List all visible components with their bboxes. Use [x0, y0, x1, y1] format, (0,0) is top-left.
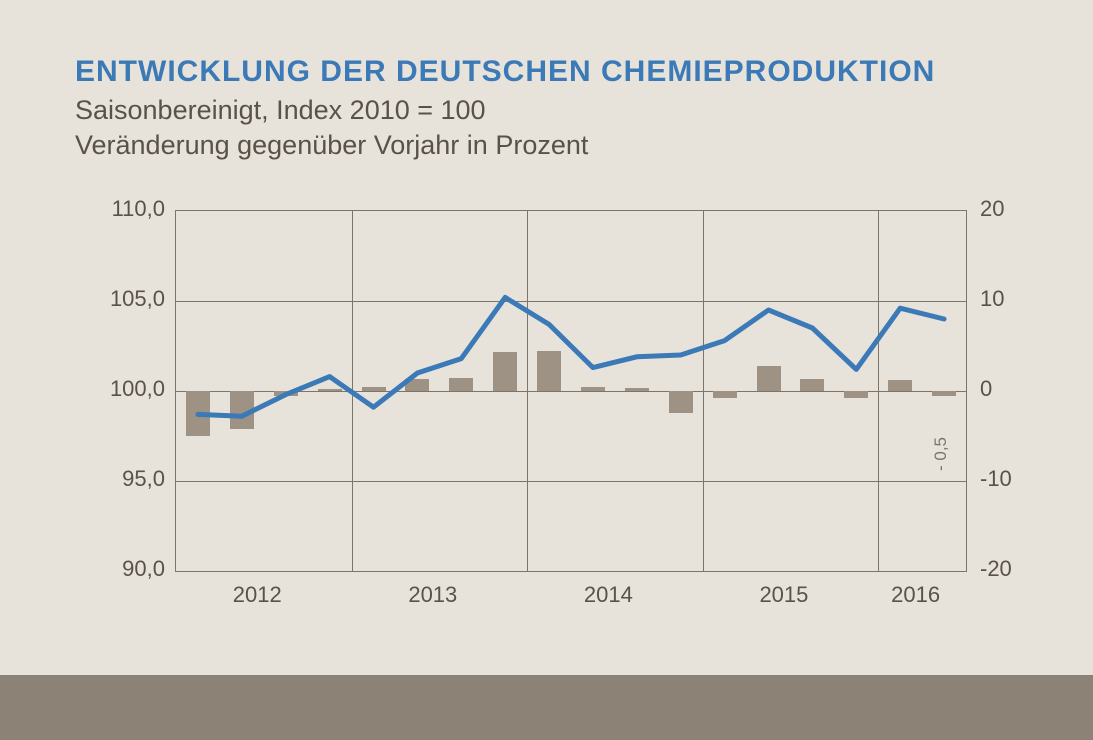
x-year-label: 2014 — [584, 582, 633, 608]
chart-subtitle-2: Veränderung gegenüber Vorjahr in Prozent — [75, 130, 588, 161]
chart-title: ENTWICKLUNG DER DEUTSCHEN CHEMIEPRODUKTI… — [75, 55, 935, 89]
y-left-tick-label: 105,0 — [110, 286, 165, 312]
y-right-tick-label: -20 — [980, 556, 1012, 582]
y-left-tick-label: 90,0 — [122, 556, 165, 582]
x-year-label: 2015 — [759, 582, 808, 608]
y-right-tick-label: 10 — [980, 286, 1004, 312]
chart-container: - 0,5 90,0 95,0 100,0 105,0 110,0 -20 -10 0 10 20… — [75, 180, 1025, 650]
line-path — [198, 297, 944, 416]
y-right-tick-label: 20 — [980, 196, 1004, 222]
footer-bar — [0, 675, 1093, 740]
y-left-tick-label: 100,0 — [110, 376, 165, 402]
chart-subtitle-1: Saisonbereinigt, Index 2010 = 100 — [75, 95, 486, 126]
x-year-label: 2013 — [408, 582, 457, 608]
x-year-label: 2016 — [891, 582, 940, 608]
y-left-tick-label: 110,0 — [112, 196, 165, 222]
y-right-tick-label: 0 — [980, 376, 992, 402]
x-year-label: 2012 — [233, 582, 282, 608]
page-root: ENTWICKLUNG DER DEUTSCHEN CHEMIEPRODUKTI… — [0, 0, 1093, 740]
line-series — [176, 211, 966, 571]
y-left-tick-label: 95,0 — [122, 466, 165, 492]
y-right-tick-label: -10 — [980, 466, 1012, 492]
plot-area: - 0,5 — [175, 210, 967, 572]
